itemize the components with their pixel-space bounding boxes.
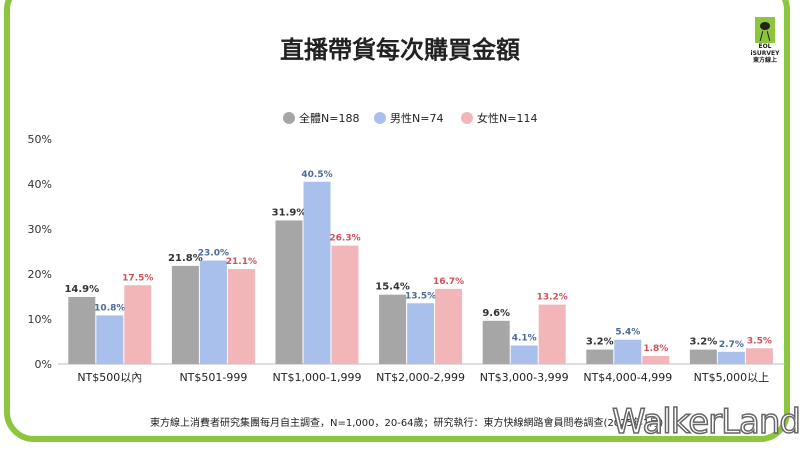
bar (689, 349, 717, 364)
legend-label: 男性N=74 (390, 111, 443, 125)
data-label: 3.2% (586, 337, 614, 348)
data-label: 13.5% (405, 291, 436, 301)
x-tick-label: NT$500以內 (77, 371, 142, 384)
bar (275, 220, 303, 364)
legend-label: 女性N=114 (477, 111, 537, 125)
data-label: 16.7% (433, 277, 464, 287)
bar (303, 181, 331, 364)
y-tick-label: 30% (28, 223, 52, 236)
bar (717, 351, 745, 364)
bar (124, 285, 152, 364)
eol-isurvey-logo: EOL iSURVEY 東方線上 (748, 17, 782, 64)
data-label: 3.2% (690, 337, 718, 348)
bar (538, 304, 566, 364)
x-tick-label: NT$5,000以上 (694, 371, 769, 384)
data-label: 31.9% (272, 207, 307, 218)
data-label: 17.5% (122, 273, 153, 283)
bar (510, 345, 538, 364)
bar (171, 265, 199, 364)
x-tick-label: NT$3,000-3,999 (480, 371, 569, 384)
y-tick-label: 10% (28, 313, 52, 326)
data-label: 14.9% (64, 284, 99, 295)
data-label: 5.4% (615, 328, 640, 338)
data-label: 4.1% (512, 334, 537, 344)
y-tick-label: 40% (28, 178, 52, 191)
x-tick-label: NT$501-999 (179, 371, 247, 384)
data-label: 10.8% (94, 303, 125, 313)
bar (68, 296, 96, 364)
card-frame (4, 0, 790, 442)
bar (227, 269, 255, 364)
legend-marker (461, 112, 473, 124)
data-label: 40.5% (301, 170, 332, 180)
x-tick-label: NT$4,000-4,999 (583, 371, 672, 384)
bar (482, 320, 510, 364)
data-label: 2.7% (719, 340, 744, 350)
bar (642, 355, 670, 364)
data-label: 3.5% (747, 336, 772, 346)
x-tick-label: NT$1,000-1,999 (273, 371, 362, 384)
data-label: 1.8% (643, 344, 668, 354)
footnote: 東方線上消費者研究集團每月自主調查，N=1,000，20-64歲；研究執行：東方… (150, 418, 664, 429)
data-label: 26.3% (329, 234, 360, 244)
watermark: WalkerLand (611, 401, 800, 443)
data-label: 9.6% (482, 308, 510, 319)
x-tick-label: NT$2,000-2,999 (376, 371, 465, 384)
bar (379, 294, 407, 364)
bar (331, 245, 359, 364)
legend-marker (374, 112, 386, 124)
page-title: 直播帶貨每次購買金額 (280, 36, 520, 64)
bar (96, 315, 124, 364)
bar (745, 348, 773, 364)
data-label: 21.8% (168, 253, 203, 264)
legend-marker (283, 112, 295, 124)
bar (435, 288, 463, 364)
bar (407, 303, 435, 364)
bar (586, 349, 614, 364)
data-label: 21.1% (226, 257, 257, 267)
y-tick-label: 50% (28, 133, 52, 146)
eye-mascot-icon (755, 17, 775, 43)
legend-label: 全體N=188 (299, 111, 359, 125)
data-label: 13.2% (537, 293, 568, 303)
y-tick-label: 20% (28, 268, 52, 281)
bar (614, 339, 642, 364)
bar (199, 260, 227, 364)
data-label: 15.4% (375, 282, 410, 293)
data-label: 23.0% (198, 249, 229, 259)
y-tick-label: 0% (35, 358, 52, 371)
